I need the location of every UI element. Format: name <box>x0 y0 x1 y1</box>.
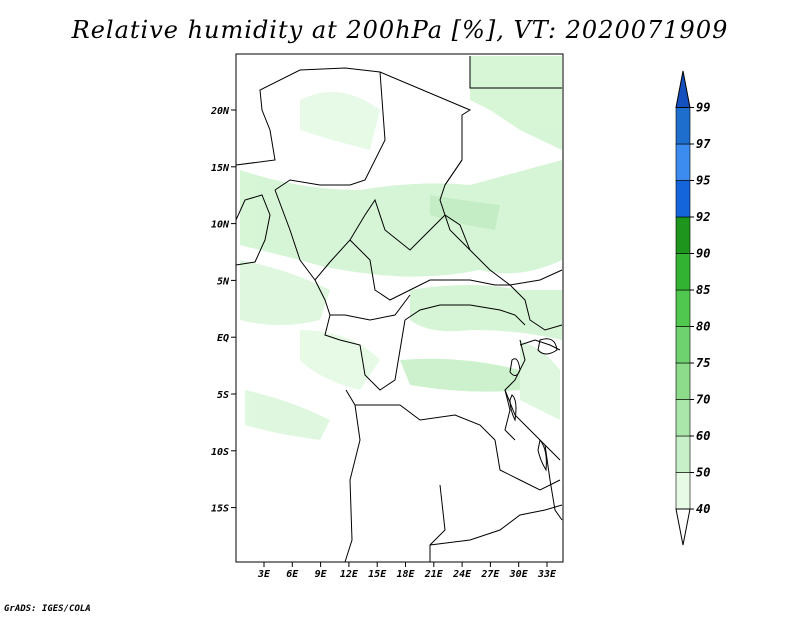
lat-tick-label: 15S <box>211 504 229 515</box>
colorbar-label: 80 <box>696 320 710 334</box>
lat-tick-label: 5N <box>217 276 230 287</box>
colorbar-segment <box>675 326 691 364</box>
colorbar-top-arrow <box>675 70 691 108</box>
map-title: Relative humidity at 200hPa [%], VT: 202… <box>71 16 729 44</box>
colorbar-label: 95 <box>696 174 710 188</box>
colorbar-segment <box>675 180 691 218</box>
lat-tick-label: 10N <box>211 220 230 231</box>
lon-axis: 3E 6E 9E 12E 15E 18E 21E 24E 27E 30E 33E <box>257 562 557 580</box>
colorbar-label: 50 <box>696 466 710 480</box>
colorbar-label: 99 <box>696 101 710 115</box>
lat-tick-label: 20N <box>210 106 230 117</box>
lat-tick-label: 10S <box>211 447 229 458</box>
humidity-contours <box>240 56 562 440</box>
lat-tick-label: 15N <box>211 163 230 174</box>
colorbar-label: 92 <box>696 210 710 224</box>
lon-tick-label: 3E <box>257 569 271 580</box>
colorbar-label: 60 <box>696 429 710 443</box>
colorbar-bottom-arrow <box>675 508 691 546</box>
lon-tick-label: 24E <box>452 569 472 580</box>
lakes <box>509 338 558 472</box>
lat-tick-label: EQ <box>217 333 229 344</box>
colorbar: 40 50 60 70 75 80 85 90 92 95 97 99 <box>675 70 711 546</box>
colorbar-segment <box>675 253 691 291</box>
colorbar-segment <box>675 143 691 181</box>
colorbar-label: 75 <box>696 356 710 370</box>
colorbar-segment <box>675 472 691 510</box>
lon-tick-label: 12E <box>340 569 359 580</box>
lon-tick-label: 18E <box>396 569 415 580</box>
lon-tick-label: 9E <box>315 569 328 580</box>
lon-tick-label: 27E <box>480 569 500 580</box>
colorbar-segment <box>675 216 691 254</box>
colorbar-label: 90 <box>696 247 710 261</box>
colorbar-label: 85 <box>696 283 710 297</box>
lat-tick-label: 5S <box>217 390 229 401</box>
colorbar-segment <box>675 399 691 437</box>
colorbar-label: 70 <box>696 393 710 407</box>
country-borders <box>235 56 563 563</box>
colorbar-label: 97 <box>696 137 711 151</box>
grads-credit: GrADS: IGES/COLA <box>4 604 91 614</box>
lon-tick-label: 33E <box>537 569 557 580</box>
lat-axis: 20N 15N 10N 5N EQ 5S 10S 15S <box>210 106 236 515</box>
colorbar-segment <box>675 289 691 327</box>
lon-tick-label: 6E <box>286 569 299 580</box>
colorbar-segment <box>675 362 691 400</box>
lon-tick-label: 21E <box>424 569 444 580</box>
colorbar-segment <box>675 107 691 145</box>
lon-tick-label: 30E <box>509 569 529 580</box>
colorbar-label: 40 <box>696 502 710 516</box>
colorbar-segment <box>675 435 691 473</box>
lon-tick-label: 15E <box>368 569 387 580</box>
